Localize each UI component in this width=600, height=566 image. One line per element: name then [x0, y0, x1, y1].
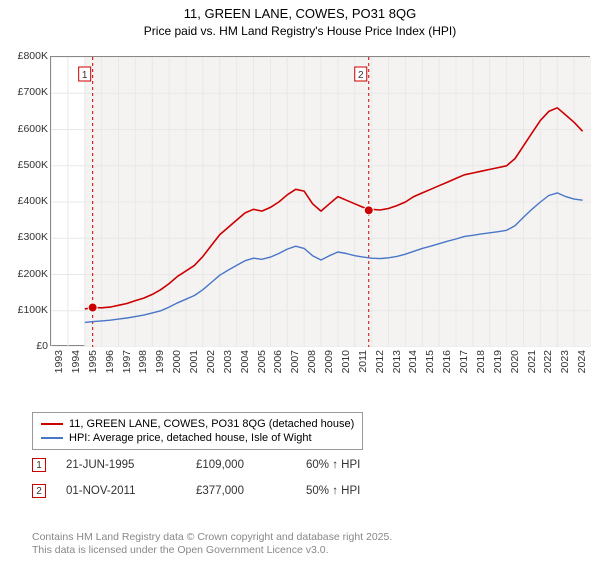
y-tick-label: £600K [18, 123, 48, 135]
x-tick-label: 1998 [137, 350, 149, 373]
y-tick-label: £100K [18, 304, 48, 316]
x-tick-label: 2023 [559, 350, 571, 373]
legend: 11, GREEN LANE, COWES, PO31 8QG (detache… [32, 412, 363, 450]
chart-container: 11, GREEN LANE, COWES, PO31 8QG Price pa… [0, 6, 600, 566]
x-tick-label: 2018 [475, 350, 487, 373]
x-tick-label: 2000 [171, 350, 183, 373]
y-tick-label: £200K [18, 268, 48, 280]
x-tick-label: 1995 [87, 350, 99, 373]
legend-swatch [41, 437, 63, 439]
x-tick-label: 2021 [526, 350, 538, 373]
y-tick-label: £800K [18, 50, 48, 62]
x-tick-label: 2012 [374, 350, 386, 373]
x-tick-label: 2013 [391, 350, 403, 373]
x-tick-label: 1996 [104, 350, 116, 373]
plot-area: 12 [50, 56, 590, 346]
x-tick-label: 2004 [239, 350, 251, 373]
x-tick-label: 2019 [492, 350, 504, 373]
x-tick-label: 2016 [441, 350, 453, 373]
legend-item: 11, GREEN LANE, COWES, PO31 8QG (detache… [41, 417, 354, 431]
sale-row: 1 21-JUN-1995£109,00060% ↑ HPI [32, 458, 360, 472]
x-tick-label: 2022 [542, 350, 554, 373]
x-tick-label: 2010 [340, 350, 352, 373]
legend-label: 11, GREEN LANE, COWES, PO31 8QG (detache… [69, 418, 354, 430]
svg-text:2: 2 [358, 70, 364, 81]
sale-date: 01-NOV-2011 [66, 485, 196, 497]
x-tick-label: 1997 [121, 350, 133, 373]
y-tick-label: £0 [36, 340, 48, 352]
x-tick-label: 2007 [289, 350, 301, 373]
svg-text:1: 1 [82, 70, 88, 81]
x-tick-label: 2020 [509, 350, 521, 373]
sale-price: £377,000 [196, 485, 306, 497]
x-tick-label: 2008 [306, 350, 318, 373]
x-tick-label: 2009 [323, 350, 335, 373]
footer-line-1: Contains HM Land Registry data © Crown c… [32, 531, 392, 545]
x-axis: 1993 1994 1995 1996 1997 1998 1999 2000 2001 2002… [50, 350, 590, 380]
x-tick-label: 2024 [576, 350, 588, 373]
x-tick-label: 2015 [424, 350, 436, 373]
x-tick-label: 2001 [188, 350, 200, 373]
x-tick-label: 2006 [272, 350, 284, 373]
legend-swatch [41, 423, 63, 425]
x-tick-label: 2017 [458, 350, 470, 373]
x-tick-label: 2011 [357, 350, 369, 373]
x-tick-label: 2003 [222, 350, 234, 373]
sale-row: 2 01-NOV-2011£377,00050% ↑ HPI [32, 484, 360, 498]
x-tick-label: 1993 [53, 350, 65, 373]
y-tick-label: £500K [18, 159, 48, 171]
legend-item: HPI: Average price, detached house, Isle… [41, 431, 354, 445]
x-tick-label: 2005 [256, 350, 268, 373]
sale-marker-icon: 2 [32, 484, 46, 498]
sale-price: £109,000 [196, 459, 306, 471]
sale-date: 21-JUN-1995 [66, 459, 196, 471]
x-tick-label: 2014 [407, 350, 419, 373]
legend-label: HPI: Average price, detached house, Isle… [69, 432, 312, 444]
chart-subtitle: Price paid vs. HM Land Registry's House … [0, 24, 600, 38]
sale-delta: 60% ↑ HPI [306, 459, 360, 471]
footer-line-2: This data is licensed under the Open Gov… [32, 544, 392, 558]
chart-area: £0£100K£200K£300K£400K£500K£600K£700K£80… [6, 56, 594, 376]
sale-marker-icon: 1 [32, 458, 46, 472]
sale-delta: 50% ↑ HPI [306, 485, 360, 497]
y-tick-label: £400K [18, 195, 48, 207]
x-tick-label: 1994 [70, 350, 82, 373]
chart-title: 11, GREEN LANE, COWES, PO31 8QG [0, 6, 600, 21]
y-axis: £0£100K£200K£300K£400K£500K£600K£700K£80… [6, 56, 50, 346]
x-tick-label: 1999 [154, 350, 166, 373]
license-footer: Contains HM Land Registry data © Crown c… [32, 531, 392, 558]
x-tick-label: 2002 [205, 350, 217, 373]
y-tick-label: £300K [18, 231, 48, 243]
plot-svg: 12 [51, 57, 591, 347]
y-tick-label: £700K [18, 86, 48, 98]
